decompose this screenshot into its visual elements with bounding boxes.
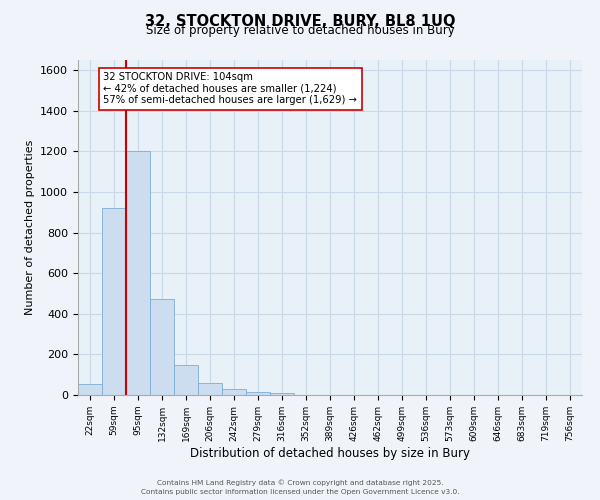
Text: Contains public sector information licensed under the Open Government Licence v3: Contains public sector information licen… (140, 489, 460, 495)
Bar (174, 364, 198, 395)
Text: Contains HM Land Registry data © Crown copyright and database right 2025.: Contains HM Land Registry data © Crown c… (157, 480, 443, 486)
Bar (246, 392, 270, 395)
Text: 32 STOCKTON DRIVE: 104sqm
← 42% of detached houses are smaller (1,224)
57% of se: 32 STOCKTON DRIVE: 104sqm ← 42% of detac… (103, 72, 357, 106)
Y-axis label: Number of detached properties: Number of detached properties (25, 140, 35, 315)
Text: Size of property relative to detached houses in Bury: Size of property relative to detached ho… (146, 24, 454, 37)
Bar (102, 208, 126, 395)
Text: 32, STOCKTON DRIVE, BURY, BL8 1UQ: 32, STOCKTON DRIVE, BURY, BL8 1UQ (145, 14, 455, 29)
X-axis label: Distribution of detached houses by size in Bury: Distribution of detached houses by size … (190, 446, 470, 460)
Bar (270, 393, 294, 395)
Bar (222, 389, 246, 395)
Bar (150, 298, 174, 395)
Bar (126, 152, 150, 395)
Bar (78, 384, 102, 395)
Bar (198, 383, 222, 395)
